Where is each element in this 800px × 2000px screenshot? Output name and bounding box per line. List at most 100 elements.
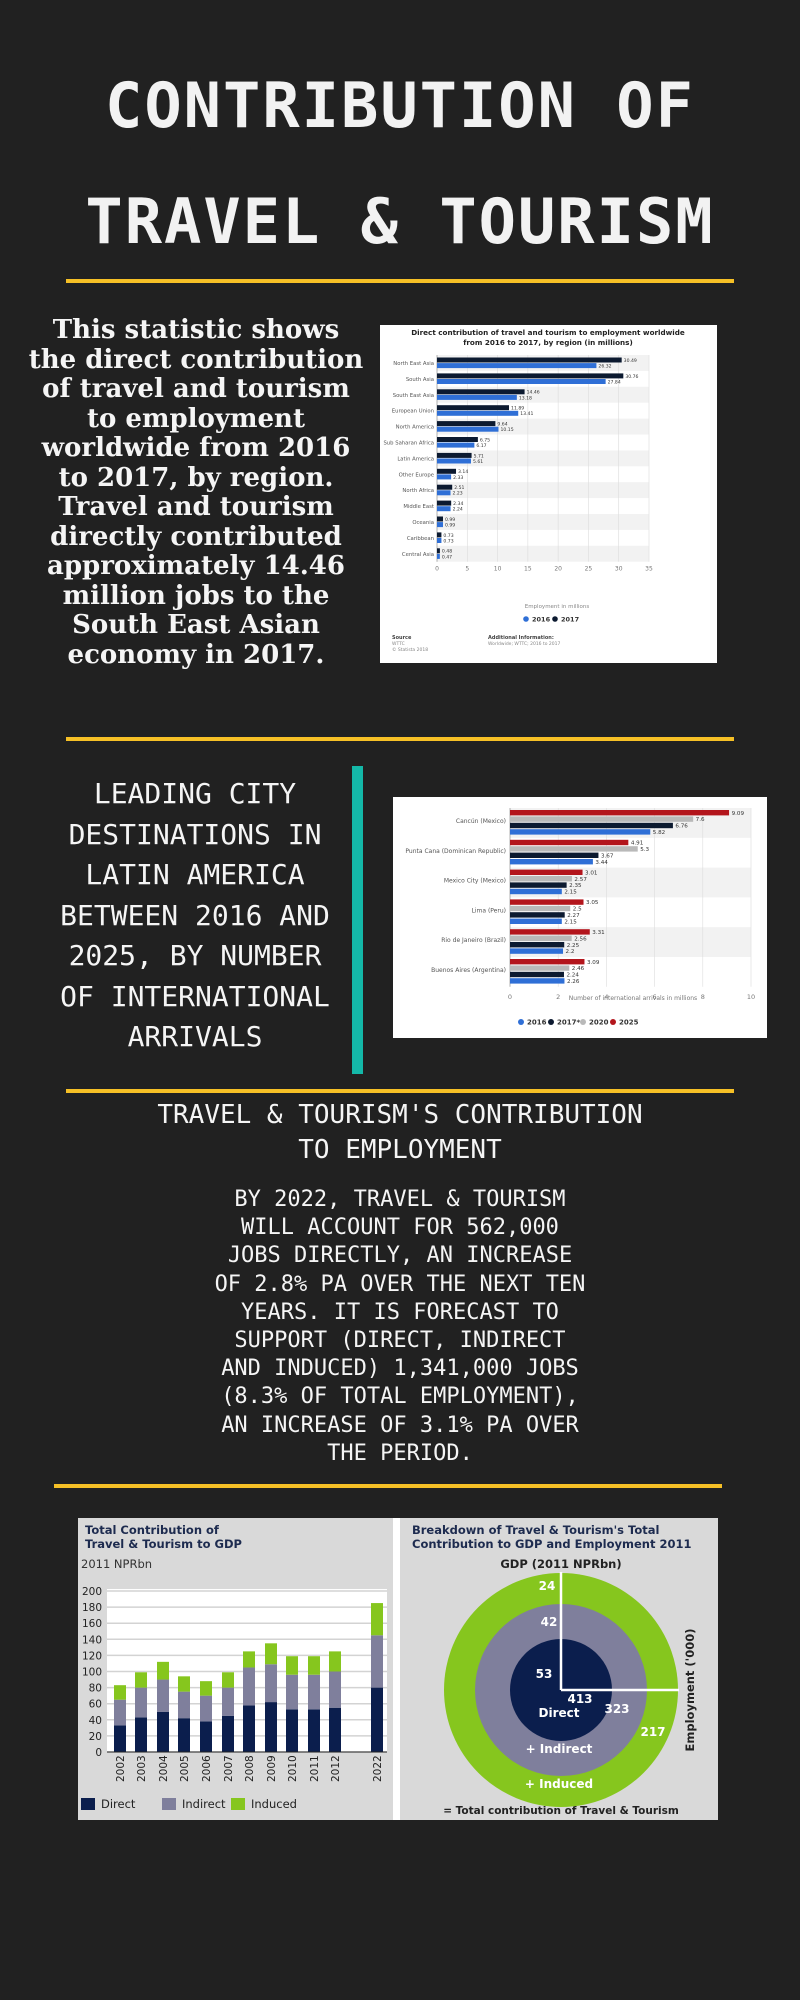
bar-2017-latin-america (437, 452, 472, 458)
legend-induced-swatch (231, 1798, 245, 1810)
bar-2017-rio-de-janeiro-brazil (510, 942, 565, 948)
bar-2016-canc-n-mexico (510, 829, 651, 835)
bar-2016-central-asia (437, 553, 440, 559)
legend-indirect-label: Indirect (182, 1797, 226, 1811)
bar-induced-2003 (135, 1672, 147, 1688)
bar-direct-2009 (265, 1702, 277, 1752)
employment-text-line: OF 2.8% PA OVER THE NEXT TEN (214, 1271, 586, 1297)
additional-info-text: Worldwide; WTTC; 2016 to 2017 (488, 641, 561, 647)
category-label: Punta Cana (Dominican Republic) (405, 848, 506, 855)
bar-induced-2007 (222, 1672, 234, 1688)
category-label: Cancún (Mexico) (456, 818, 506, 825)
source-line: © Statista 2018 (392, 646, 428, 653)
bar-2025-rio-de-janeiro-brazil (510, 929, 590, 935)
bar-2016-sub-saharan-africa (437, 442, 475, 448)
y-tick-label: 120 (82, 1650, 102, 1662)
x-tick-label: 2012 (330, 1755, 342, 1782)
y-tick-label: 200 (82, 1586, 102, 1598)
gdp-chart-title-line-2: Travel & Tourism to GDP (85, 1537, 242, 1551)
bar-2016-lima-peru (510, 918, 562, 924)
bar-2017-sub-saharan-africa (437, 437, 478, 442)
data-label: 2.34 (453, 501, 463, 507)
data-label: 6.75 (480, 437, 490, 443)
bar-2016-rio-de-janeiro-brazil (510, 948, 564, 954)
employment-heading: TRAVEL & TOURISM'S CONTRIBUTION TO EMPLO… (100, 1098, 700, 1168)
category-label: Central Asia (402, 552, 434, 558)
bar-2025-mexico-city-mexico (510, 869, 583, 875)
category-label: Buenos Aires (Argentina) (431, 967, 506, 974)
employment-text-line: (8.3% OF TOTAL EMPLOYMENT), (221, 1384, 579, 1410)
cities-title-line: LATIN AMERICA (85, 858, 305, 891)
bar-induced-2011 (308, 1656, 320, 1675)
x-tick-label: 2 (556, 993, 560, 1001)
bar-indirect-2003 (135, 1687, 147, 1718)
data-label: 9.64 (497, 422, 507, 428)
x-tick-label: 2011 (309, 1755, 321, 1782)
data-label: 4.91 (631, 841, 644, 847)
x-tick-label: 4 (604, 993, 608, 1001)
divider (54, 1484, 722, 1488)
legend-2016-swatch (523, 616, 529, 622)
employment-heading-line: TO EMPLOYMENT (298, 1135, 502, 1165)
bar-2016-south-asia (437, 379, 606, 384)
category-label: Lima (Peru) (472, 907, 507, 914)
bar-2016-caribbean (437, 538, 442, 543)
data-label: 2.24 (453, 507, 463, 513)
intro-line: worldwide from 2016 (41, 433, 351, 463)
data-label: 5.71 (474, 453, 484, 459)
bar-direct-2006 (200, 1721, 212, 1752)
divider (66, 279, 734, 283)
data-label: 2.27 (567, 913, 580, 919)
legend-2017-swatch (552, 616, 558, 622)
cities-title-line: BETWEEN 2016 AND (60, 898, 330, 932)
bar-2016-oceania (437, 522, 443, 528)
row-band (437, 386, 649, 403)
bar-2017-caribbean (437, 532, 442, 538)
divider (66, 1089, 734, 1093)
page-title: CONTRIBUTION OF TRAVEL & TOURISM (0, 48, 800, 280)
title-line-1: CONTRIBUTION OF (105, 69, 695, 142)
data-label: 2.25 (567, 943, 580, 949)
cities-title-line: ARRIVALS (127, 1020, 263, 1053)
employment-text-line: WILL ACCOUNT FOR 562,000 (241, 1215, 559, 1241)
intro-line: Travel and tourism (58, 492, 334, 522)
gdp-indirect-value: 42 (541, 1615, 558, 1629)
intro-line: million jobs to the (62, 580, 330, 611)
data-label: 0.73 (443, 533, 453, 539)
data-label: 0.99 (445, 517, 455, 523)
legend-2016-swatch (518, 1019, 524, 1025)
intro-line: approximately 14.46 (47, 551, 345, 581)
employment-text-line: AND INDUCED) 1,341,000 JOBS (221, 1356, 579, 1382)
y-tick-label: 140 (82, 1634, 102, 1646)
legend-2020-label: 2020 (589, 1019, 609, 1027)
data-label: 2.35 (569, 883, 582, 889)
intro-text: This statistic shows the direct contribu… (26, 315, 366, 670)
bar-2017-punta-cana-dominican-republic (510, 852, 599, 858)
bar-direct-2005 (178, 1718, 190, 1752)
x-tick-label: 10 (747, 993, 755, 1001)
bar-indirect-2022 (371, 1635, 383, 1688)
x-tick-label: 30 (615, 566, 623, 573)
bar-indirect-2005 (178, 1691, 190, 1719)
bar-2017-mexico-city-mexico (510, 882, 567, 888)
x-tick-label: 2003 (136, 1755, 148, 1782)
category-label: Latin America (397, 456, 434, 462)
bar-indirect-2012 (329, 1671, 341, 1708)
gdp-chart-title-line-1: Total Contribution of (85, 1523, 220, 1537)
data-label: 2.5 (573, 907, 582, 913)
bar-2025-lima-peru (510, 899, 584, 905)
category-label: North East Asia (393, 361, 434, 367)
bar-indirect-2009 (265, 1664, 277, 1703)
source-label: Source (392, 635, 412, 641)
data-label: 5.61 (473, 459, 483, 465)
bar-2017-south-east-asia (437, 389, 525, 395)
intro-line: to 2017, by region. (58, 462, 334, 493)
y-tick-label: 160 (82, 1618, 102, 1630)
bar-2016-south-east-asia (437, 394, 517, 400)
indirect-ring-label: + Indirect (526, 1742, 593, 1756)
data-label: 3.44 (595, 860, 608, 866)
legend-indirect-swatch (162, 1798, 176, 1810)
data-label: 7.6 (696, 817, 705, 823)
data-label: 27.84 (608, 379, 621, 385)
x-tick-label: 0 (508, 993, 512, 1001)
